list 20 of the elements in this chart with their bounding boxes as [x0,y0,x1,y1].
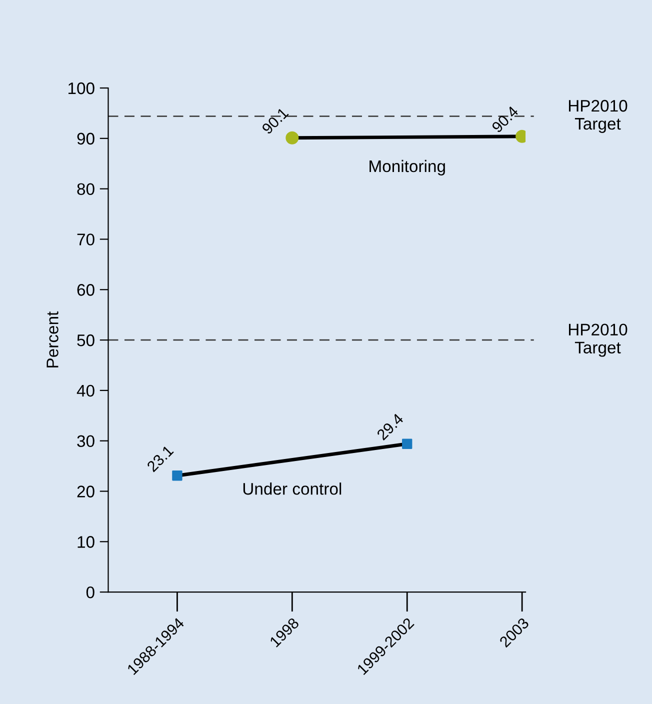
y-tick-label: 40 [76,384,94,397]
data-label: 90.1 [261,107,289,135]
y-tick-label: 30 [77,435,94,448]
y-tick-label: 80 [77,183,94,196]
ref-line-label: HP2010 Target [568,100,628,133]
y-tick-label: 70 [77,234,94,246]
y-tick-label: 20 [77,486,94,498]
y-tick-label: 90 [77,132,94,145]
y-tick-label: 10 [78,536,94,548]
y-tick-label: 100 [68,82,94,94]
y-axis-title: Percent [46,311,58,368]
point [172,470,182,481]
ref-line-label: HP2010 Target [568,324,628,357]
y-tick-label: 0 [86,586,94,598]
data-label: 90.4 [491,105,520,134]
y-tick-label: 50 [77,334,94,346]
series-label: Monitoring [370,160,445,176]
point [402,438,412,449]
series-label: Under control [243,482,342,495]
y-tick-label: 60 [77,284,94,296]
